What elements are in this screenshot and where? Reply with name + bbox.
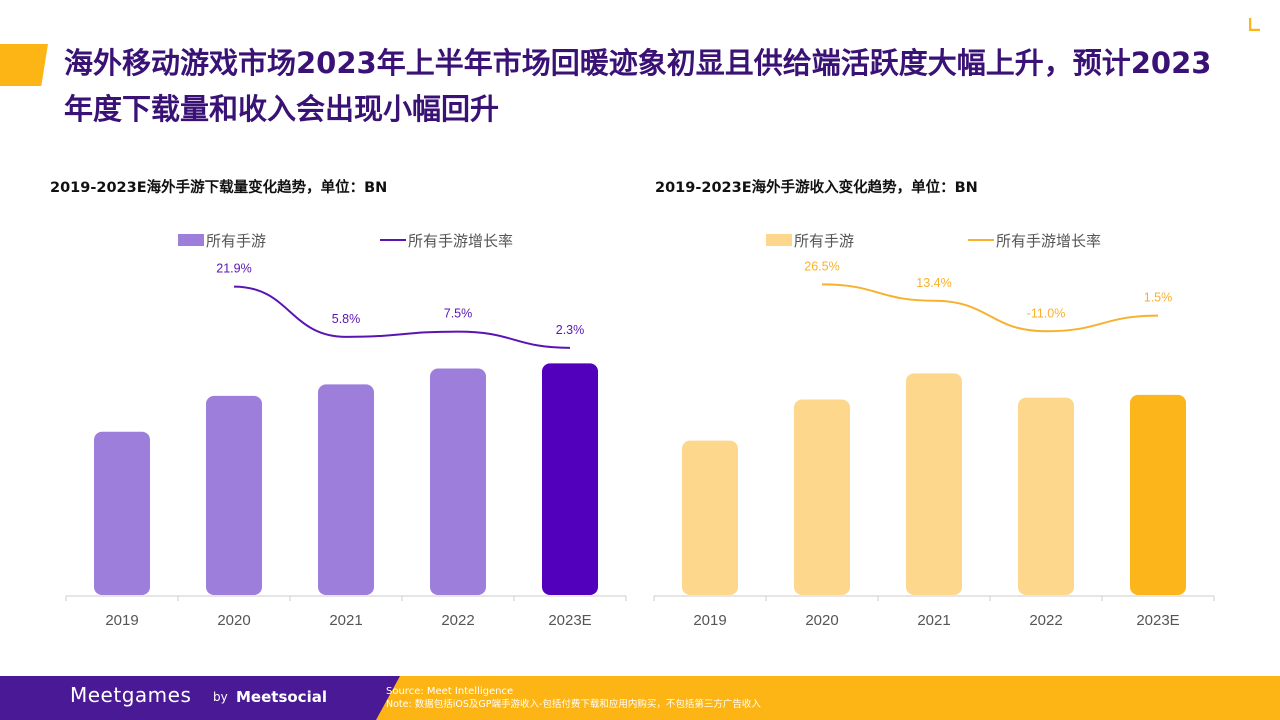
footer-brand-panel: Meetgames by Meetsocial <box>0 676 400 720</box>
downloads-chart-title: 2019-2023E海外手游下载量变化趋势，单位：BN <box>50 180 388 196</box>
revenue-growth-line <box>821 283 1159 333</box>
downloads-x-tick-label: 2019 <box>105 612 138 629</box>
revenue-chart-title: 2019-2023E海外手游收入变化趋势，单位：BN <box>655 180 978 196</box>
downloads-bar-2020 <box>206 395 262 595</box>
downloads-legend-bar-swatch <box>178 234 204 246</box>
revenue-bar-2019 <box>682 440 738 595</box>
downloads-bar-2022 <box>430 368 486 595</box>
revenue-x-tick-label: 2020 <box>805 612 838 629</box>
downloads-chart: 2019 2020 2021 2022 2023E 21.9% 5.8% 7.5% 2.3% 所有… <box>65 232 627 629</box>
page-title: 海外移动游戏市场2023年上半年市场回暖迹象初显且供给端活跃度大幅上升，预计20… <box>64 46 1212 126</box>
footer: Meetgames by Meetsocial Source: Meet Int… <box>0 676 1280 720</box>
revenue-bar-2020 <box>794 399 850 595</box>
downloads-growth-label: 5.8% <box>332 312 361 326</box>
revenue-legend-line-label: 所有手游增长率 <box>996 232 1101 250</box>
downloads-x-tick-label: 2023E <box>548 612 591 629</box>
revenue-x-tick-label: 2021 <box>917 612 950 629</box>
downloads-growth-label: 7.5% <box>444 307 473 321</box>
revenue-bar-2023E <box>1130 394 1186 595</box>
downloads-legend-line-label: 所有手游增长率 <box>408 232 513 250</box>
revenue-x-tick-label: 2022 <box>1029 612 1062 629</box>
revenue-legend-bar-swatch <box>766 234 792 246</box>
downloads-x-tick-label: 2022 <box>441 612 474 629</box>
downloads-bar-2019 <box>94 431 150 595</box>
source-text: Source: Meet Intelligence <box>386 686 514 697</box>
downloads-growth-label: 21.9% <box>216 262 251 276</box>
downloads-bar-2023E <box>542 363 598 595</box>
revenue-bar-2021 <box>906 373 962 595</box>
revenue-growth-label: 26.5% <box>804 259 839 273</box>
partner-logo: Meetsocial <box>236 688 327 706</box>
note-text: Note: 数据包括iOS及GP端手游收入-包括付费下载和应用内购买，不包括第三… <box>386 699 761 710</box>
title-accent-bar <box>0 44 48 86</box>
brand-by-text: by <box>213 690 228 704</box>
brand-logo: Meetgames <box>70 683 192 707</box>
downloads-growth-line <box>233 285 571 349</box>
revenue-chart: 2019 2020 2021 2022 2023E 26.5% 13.4% -11.0% 1.5… <box>653 232 1215 629</box>
downloads-bar-2021 <box>318 384 374 595</box>
downloads-x-tick-label: 2021 <box>329 612 362 629</box>
revenue-legend-bar-label: 所有手游 <box>794 232 854 250</box>
revenue-x-tick-label: 2019 <box>693 612 726 629</box>
revenue-growth-label: -11.0% <box>1027 306 1066 320</box>
revenue-bar-2022 <box>1018 397 1074 595</box>
corner-mark-icon <box>1249 18 1260 31</box>
downloads-legend-bar-label: 所有手游 <box>206 232 266 250</box>
downloads-x-tick-label: 2020 <box>217 612 250 629</box>
revenue-x-tick-label: 2023E <box>1136 612 1179 629</box>
revenue-growth-label: 13.4% <box>916 276 951 290</box>
revenue-growth-label: 1.5% <box>1144 291 1173 305</box>
downloads-growth-label: 2.3% <box>556 323 585 337</box>
